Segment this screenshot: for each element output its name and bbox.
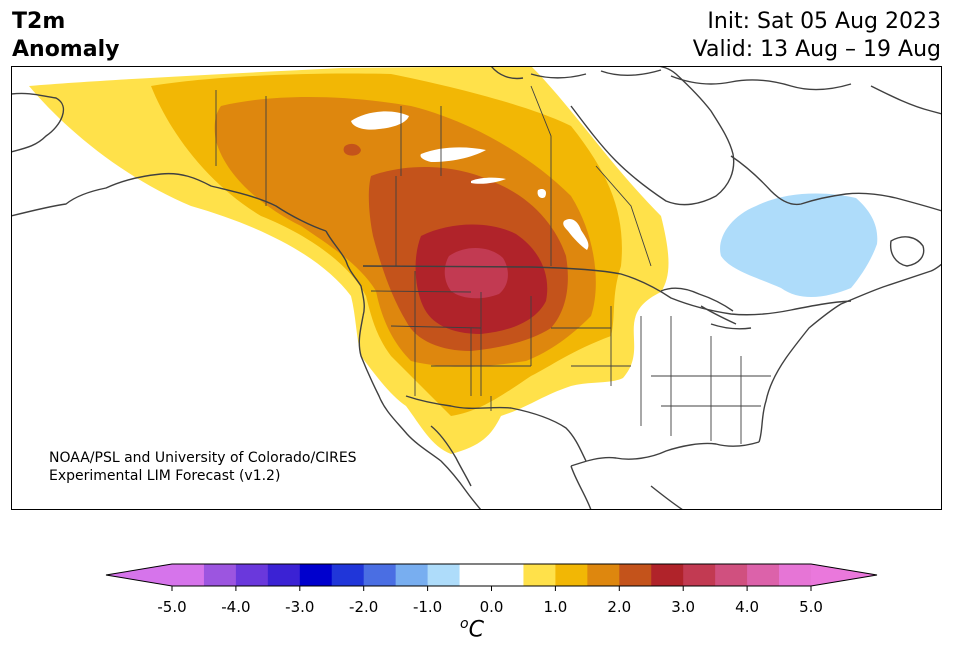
anomaly-shading: [29, 66, 878, 454]
colorbar-swatch: [683, 564, 716, 586]
colorbar-swatch: [331, 564, 365, 586]
lake-winnipeg: [563, 219, 589, 250]
colorbar-tick-label: -1.0: [412, 598, 443, 616]
credit-text: NOAA/PSL and University of Colorado/CIRE…: [49, 449, 357, 485]
bc-coast: [325, 230, 365, 317]
colorbar-swatch: [715, 564, 748, 586]
labrador-coast: [730, 155, 942, 212]
map-frame: [11, 66, 942, 510]
arctic-islands: [490, 66, 942, 115]
colorbar-swatch: [555, 564, 588, 586]
colorbar-tick-label: -4.0: [221, 598, 251, 616]
colorbar-swatch: [172, 564, 205, 586]
anomaly-band-1-5-alaska-speck: [343, 143, 361, 156]
colorbar-swatch: [459, 564, 524, 586]
mexico-gulf-coast: [570, 441, 760, 510]
colorbar-swatch: [587, 564, 620, 586]
anomaly-negative-1-0: [720, 193, 878, 298]
colorbar-swatch: [747, 564, 780, 586]
alaska-coast: [11, 92, 327, 232]
colorbar-swatch: [203, 564, 237, 586]
lakes: [351, 111, 589, 250]
credit-line-1: NOAA/PSL and University of Colorado/CIRE…: [49, 450, 357, 466]
reindeer-lake: [537, 188, 547, 199]
state-lines: [370, 271, 771, 444]
unit-degree: o: [460, 616, 469, 632]
colorbar-swatch: [619, 564, 652, 586]
colorbar-tick-label: 5.0: [799, 598, 823, 616]
map-title: T2m Anomaly: [12, 8, 119, 64]
political-boundaries: [215, 85, 771, 444]
anomaly-band-3-0: [444, 247, 508, 299]
colorbar-tick-label: 3.0: [671, 598, 696, 616]
us-west-coast: [358, 315, 482, 510]
credit-line-2: Experimental LIM Forecast (v1.2): [49, 468, 281, 484]
colorbar-under-arrow: [106, 564, 172, 586]
great-bear-lake: [351, 111, 409, 130]
forecast-dates: Init: Sat 05 Aug 2023 Valid: 13 Aug – 19…: [693, 8, 941, 64]
title-line-2: Anomaly: [12, 37, 120, 62]
colorbar-unit: oC: [460, 616, 484, 642]
province-lines: [215, 85, 652, 267]
colorbar-tick-label: -2.0: [349, 598, 379, 616]
great-slave-lake: [420, 147, 486, 162]
colorbar-swatch: [363, 564, 397, 586]
colorbar-tick-label: -5.0: [157, 598, 187, 616]
colorbar-tick-label: 0.0: [479, 598, 504, 616]
newfoundland: [889, 236, 925, 267]
baja-gulf: [430, 425, 472, 487]
colorbar-swatch: [235, 564, 269, 586]
colorbar-swatch: [779, 564, 812, 586]
colorbar-tick-label: 2.0: [607, 598, 632, 616]
hudson-bay-coast: [570, 66, 735, 206]
colorbar-tick-label: 4.0: [735, 598, 760, 616]
us-mexico-border: [405, 395, 587, 462]
coastlines: [11, 66, 942, 510]
colorbar-swatch: [299, 564, 333, 586]
great-lakes-outline: [660, 287, 752, 330]
valid-date: Valid: 13 Aug – 19 Aug: [692, 37, 941, 62]
anomaly-map: [11, 66, 942, 510]
us-east-coast: [758, 263, 942, 443]
colorbar-swatch: [523, 564, 556, 586]
colorbar-swatch: [395, 564, 429, 586]
colorbar-swatch: [267, 564, 301, 586]
colorbar-swatch: [651, 564, 684, 586]
colorbar-swatch: [427, 564, 461, 586]
colorbar-tick-label: 1.0: [543, 598, 568, 616]
title-line-1: T2m: [12, 9, 66, 34]
unit-letter: C: [468, 617, 484, 643]
colorbar: [105, 563, 878, 591]
colorbar-tick-label: -3.0: [285, 598, 315, 616]
init-date: Init: Sat 05 Aug 2023: [707, 9, 941, 34]
lake-athabasca: [471, 177, 506, 184]
colorbar-over-arrow: [811, 564, 877, 586]
us-canada-border: [362, 265, 852, 316]
